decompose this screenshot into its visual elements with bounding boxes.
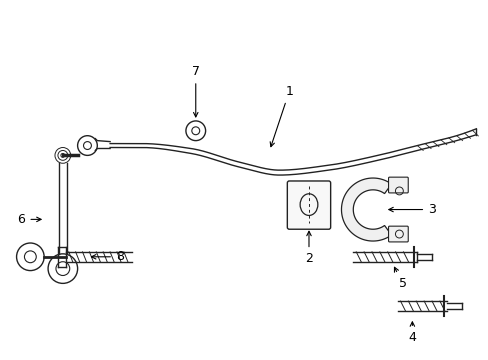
Text: 4: 4 [407,322,415,344]
Text: 5: 5 [394,267,406,290]
FancyBboxPatch shape [388,177,407,193]
Text: 3: 3 [388,203,435,216]
Text: 1: 1 [270,85,293,147]
Text: 7: 7 [191,65,200,117]
Text: 6: 6 [18,213,41,226]
Text: 2: 2 [305,231,312,265]
Polygon shape [341,178,391,241]
FancyBboxPatch shape [388,226,407,242]
Text: 8: 8 [91,250,123,263]
FancyBboxPatch shape [287,181,330,229]
